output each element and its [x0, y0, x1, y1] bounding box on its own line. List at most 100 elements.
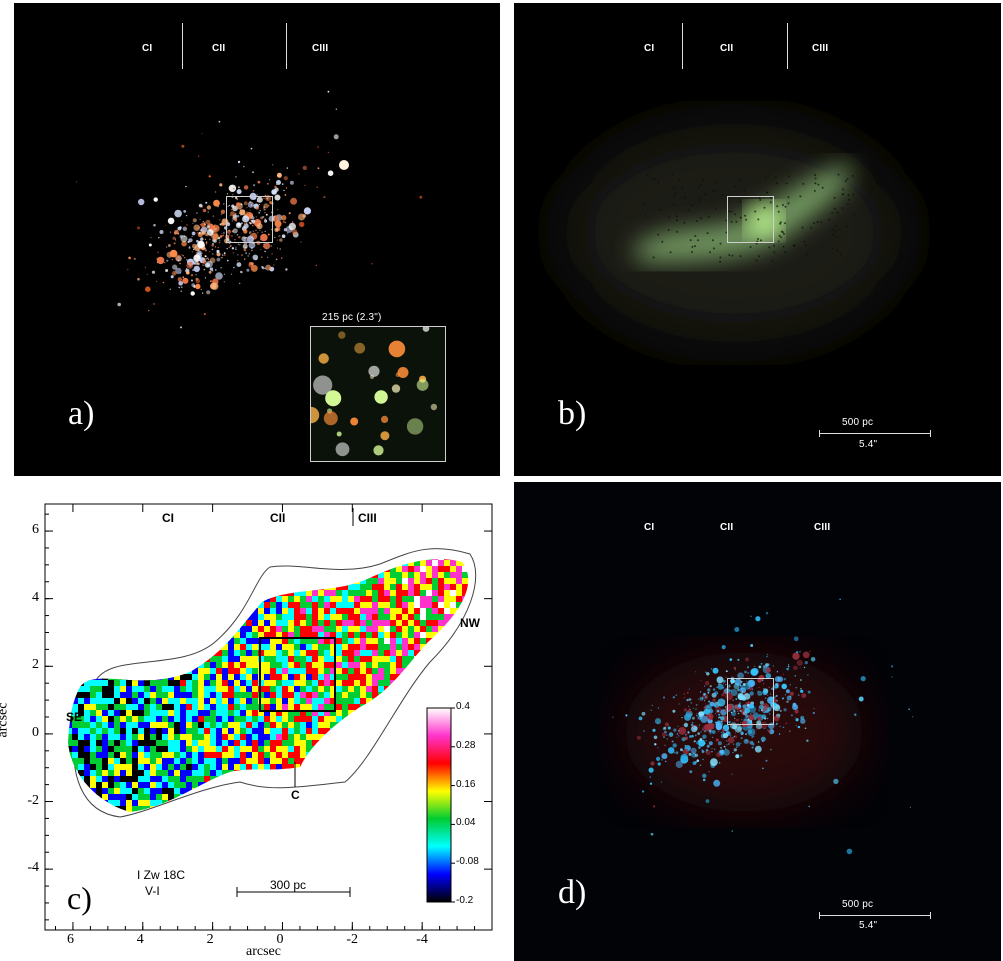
map-pixel [312, 704, 319, 711]
panel-a-optical-image: CI CII CIII 215 pc (2.3") a) [14, 3, 500, 476]
map-pixel [198, 728, 205, 735]
map-pixel [132, 788, 139, 795]
dark-dot [846, 177, 849, 180]
star [695, 671, 697, 673]
map-pixel [228, 704, 235, 711]
star [191, 235, 193, 238]
dark-dot [775, 182, 778, 185]
star [206, 260, 213, 268]
map-pixel [132, 746, 139, 753]
star [265, 213, 268, 216]
map-pixel [222, 716, 229, 723]
map-pixel [402, 620, 409, 627]
star [153, 303, 155, 305]
map-pixel [312, 638, 319, 645]
star [220, 209, 226, 214]
star [708, 700, 711, 703]
map-pixel [324, 680, 331, 687]
map-pixel [300, 692, 307, 699]
map-pixel [198, 716, 205, 723]
map-pixel [108, 758, 115, 765]
map-pixel [360, 644, 367, 651]
map-pixel [258, 662, 265, 669]
star [250, 262, 254, 266]
map-pixel [252, 674, 259, 681]
map-pixel [234, 650, 241, 657]
map-pixel [270, 692, 277, 699]
panel-letter-a: a) [68, 395, 95, 432]
dark-dot [769, 201, 772, 204]
star [730, 735, 732, 737]
map-pixel [156, 752, 163, 759]
map-pixel [72, 758, 79, 765]
map-pixel [318, 620, 325, 627]
map-pixel [210, 674, 217, 681]
dark-dot [700, 217, 703, 220]
inset-star [430, 403, 438, 411]
map-pixel [282, 728, 289, 735]
star [263, 203, 269, 209]
map-pixel [396, 590, 403, 597]
map-pixel [198, 698, 205, 705]
star [704, 696, 707, 699]
map-pixel [120, 716, 127, 723]
map-pixel [414, 614, 421, 621]
map-pixel [318, 710, 325, 717]
map-pixel [312, 668, 319, 675]
map-pixel [246, 764, 253, 771]
dark-dot [735, 220, 738, 223]
map-pixel [198, 764, 205, 771]
map-pixel [342, 686, 349, 693]
map-pixel [444, 602, 451, 609]
map-pixel [390, 614, 397, 621]
map-pixel [300, 728, 307, 735]
map-pixel [384, 590, 391, 597]
map-pixel [312, 656, 319, 663]
star [714, 691, 718, 695]
map-pixel [420, 626, 427, 633]
star [327, 90, 330, 93]
map-pixel [228, 680, 235, 687]
map-pixel [288, 728, 295, 735]
map-pixel [336, 608, 343, 615]
map-pixel [228, 662, 235, 669]
map-pixel [216, 680, 223, 687]
star [668, 735, 670, 737]
dark-dot [852, 212, 855, 215]
star [683, 697, 686, 699]
map-pixel [252, 644, 259, 651]
map-pixel [132, 752, 139, 759]
star [236, 202, 241, 207]
star [267, 233, 270, 236]
star [740, 707, 742, 709]
map-pixel [252, 722, 259, 729]
dark-dot [839, 253, 842, 256]
star [245, 250, 247, 252]
star [755, 616, 761, 622]
dark-dot [831, 211, 834, 214]
map-pixel [84, 692, 91, 699]
star [693, 740, 696, 743]
star [767, 694, 769, 696]
star [220, 213, 222, 215]
map-pixel [174, 734, 181, 741]
map-pixel [84, 698, 91, 705]
map-pixel [126, 722, 133, 729]
star [678, 735, 680, 737]
scale-angle: 5.4" [859, 920, 878, 931]
map-pixel [444, 614, 451, 621]
map-pixel [246, 728, 253, 735]
map-pixel [390, 650, 397, 657]
star [275, 258, 278, 261]
star [768, 699, 770, 701]
star [692, 761, 697, 765]
star [699, 738, 703, 741]
star [666, 738, 668, 740]
dark-dot [784, 222, 787, 225]
star [174, 209, 182, 218]
map-pixel [216, 746, 223, 753]
colorbar-tick-label: -0.2 [456, 895, 474, 906]
map-pixel [96, 752, 103, 759]
map-pixel [330, 650, 337, 657]
map-pixel [180, 704, 187, 711]
